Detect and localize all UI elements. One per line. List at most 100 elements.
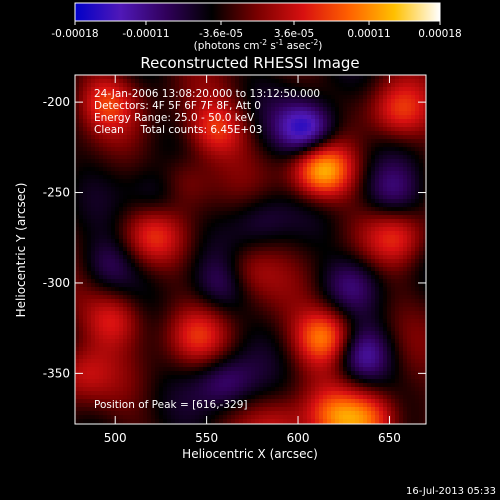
heatmap-cell [159, 159, 164, 164]
heatmap-cell [315, 247, 320, 252]
heatmap-cell [375, 203, 380, 208]
heatmap-cell [375, 83, 380, 88]
heatmap-cell [111, 215, 116, 220]
heatmap-cell [219, 103, 224, 108]
heatmap-cell [395, 263, 400, 268]
heatmap-cell [363, 75, 368, 80]
heatmap-cell [83, 155, 88, 160]
heatmap-cell [335, 171, 340, 176]
heatmap-cell [363, 267, 368, 272]
heatmap-cell [359, 111, 364, 116]
heatmap-cell [371, 211, 376, 216]
heatmap-cell [99, 159, 104, 164]
heatmap-cell [135, 127, 140, 132]
heatmap-cell [411, 263, 416, 268]
heatmap-cell [139, 231, 144, 236]
heatmap-cell [179, 103, 184, 108]
heatmap-cell [167, 183, 172, 188]
heatmap-cell [239, 103, 244, 108]
heatmap-cell [223, 115, 228, 120]
heatmap-cell [91, 255, 96, 260]
heatmap-cell [283, 147, 288, 152]
heatmap-cell [279, 211, 284, 216]
heatmap-cell [123, 203, 128, 208]
heatmap-cell [351, 103, 356, 108]
heatmap-cell [131, 291, 136, 296]
heatmap-cell [411, 247, 416, 252]
heatmap-cell [75, 291, 80, 296]
heatmap-cell [287, 167, 292, 172]
heatmap-cell [95, 283, 100, 288]
colorbar-tick-label: 3.6e-05 [274, 28, 314, 40]
heatmap-cell [327, 155, 332, 160]
heatmap-cell [407, 187, 412, 192]
heatmap-cell [303, 87, 308, 92]
heatmap-cell [175, 83, 180, 88]
heatmap-cell [75, 243, 80, 248]
heatmap-cell [179, 91, 184, 96]
heatmap-cell [75, 215, 80, 220]
heatmap-cell [195, 275, 200, 280]
heatmap-cell [83, 167, 88, 172]
heatmap-cell [243, 151, 248, 156]
heatmap-cell [127, 247, 132, 252]
heatmap-cell [255, 235, 260, 240]
heatmap-cell [171, 239, 176, 244]
heatmap-cell [423, 243, 426, 248]
heatmap-cell [91, 199, 96, 204]
heatmap-cell [243, 183, 248, 188]
heatmap-cell [235, 207, 240, 212]
heatmap-cell [111, 259, 116, 264]
heatmap-cell [155, 175, 160, 180]
heatmap-cell [207, 299, 212, 304]
heatmap-cell [403, 79, 408, 84]
heatmap-cell [411, 279, 416, 284]
heatmap-cell [111, 267, 116, 272]
heatmap-cell [395, 215, 400, 220]
heatmap-cell [179, 139, 184, 144]
heatmap-cell [275, 247, 280, 252]
heatmap-cell [391, 83, 396, 88]
heatmap-cell [367, 271, 372, 276]
heatmap-cell [83, 255, 88, 260]
heatmap-cell [267, 199, 272, 204]
heatmap-cell [167, 123, 172, 128]
heatmap-cell [275, 151, 280, 156]
heatmap-cell [175, 95, 180, 100]
heatmap-cell [383, 131, 388, 136]
heatmap-cell [267, 139, 272, 144]
heatmap-cell [75, 163, 80, 168]
heatmap-cell [139, 223, 144, 228]
heatmap-cell [395, 239, 400, 244]
heatmap-cell [99, 131, 104, 136]
heatmap-cell [159, 275, 164, 280]
heatmap-cell [323, 155, 328, 160]
heatmap-cell [79, 171, 84, 176]
heatmap-cell [275, 99, 280, 104]
heatmap-cell [287, 131, 292, 136]
heatmap-cell [339, 83, 344, 88]
heatmap-cell [407, 159, 412, 164]
heatmap-cell [187, 231, 192, 236]
heatmap-cell [327, 199, 332, 204]
heatmap-cell [151, 131, 156, 136]
heatmap-cell [311, 223, 316, 228]
heatmap-cell [171, 283, 176, 288]
heatmap-cell [379, 231, 384, 236]
heatmap-cell [287, 207, 292, 212]
heatmap-cell [319, 231, 324, 236]
heatmap-cell [107, 275, 112, 280]
heatmap-cell [163, 247, 168, 252]
heatmap-cell [147, 99, 152, 104]
heatmap-cell [271, 243, 276, 248]
heatmap-cell [235, 267, 240, 272]
heatmap-cell [123, 135, 128, 140]
heatmap-cell [411, 123, 416, 128]
heatmap-cell [375, 147, 380, 152]
heatmap-cell [411, 75, 416, 80]
heatmap-cell [243, 107, 248, 112]
heatmap-cell [135, 283, 140, 288]
heatmap-cell [395, 155, 400, 160]
heatmap-cell [159, 183, 164, 188]
heatmap-cell [391, 115, 396, 120]
